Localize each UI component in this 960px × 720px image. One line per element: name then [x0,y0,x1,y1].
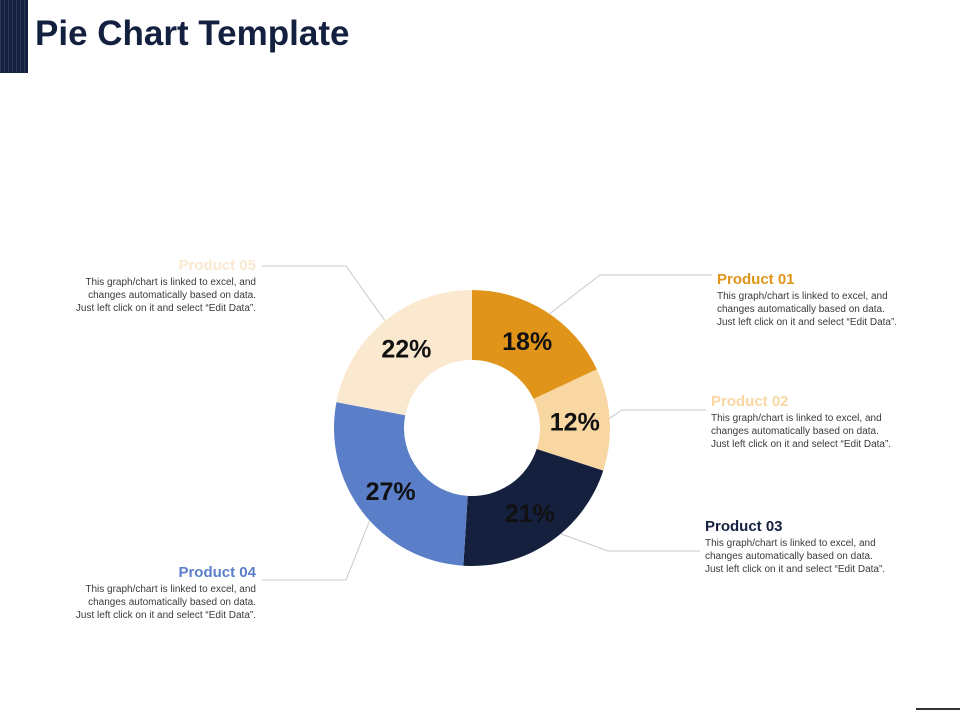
legend-product-04: Product 04 This graph/chart is linked to… [41,564,256,622]
pct-label-product-02: 12% [550,409,600,437]
page-title: Pie Chart Template [35,14,350,53]
leader-line-product-04 [262,501,378,581]
product-01-description: This graph/chart is linked to excel, and… [717,291,898,328]
pct-label-product-01: 18% [502,328,552,356]
product-05-description: This graph/chart is linked to excel, and… [75,277,256,314]
product-04-title: Product 04 [178,564,256,581]
pct-label-product-04: 27% [366,478,416,506]
donut-slices [333,290,611,566]
leader-line-product-02 [607,409,706,420]
legend-product-03: Product 03 This graph/chart is linked to… [705,518,920,576]
legend-product-05: Product 05 This graph/chart is linked to… [41,257,256,315]
slice-product-04[interactable] [333,402,468,566]
title-accent-bar [0,0,28,73]
slice-product-02[interactable] [533,369,611,471]
product-02-title: Product 02 [711,393,789,410]
product-02-description: This graph/chart is linked to excel, and… [711,413,892,450]
percentage-labels: 18% 12% 21% 27% 22% [366,328,600,528]
product-01-title: Product 01 [717,271,795,288]
slice-product-03[interactable] [463,449,604,566]
slice-product-05[interactable] [336,290,472,416]
product-05-title: Product 05 [178,257,256,274]
footer-line [916,708,960,710]
leader-line-product-03 [538,525,700,552]
leader-lines [262,265,712,581]
legend-product-01: Product 01 This graph/chart is linked to… [717,271,932,329]
pct-label-product-03: 21% [505,500,555,528]
legend-product-02: Product 02 This graph/chart is linked to… [711,393,926,451]
slice-product-01[interactable] [472,290,597,400]
product-04-description: This graph/chart is linked to excel, and… [75,584,256,621]
product-03-title: Product 03 [705,518,783,535]
pct-label-product-05: 22% [381,336,431,364]
product-03-description: This graph/chart is linked to excel, and… [705,538,886,575]
leader-line-product-05 [262,265,396,336]
leader-line-product-01 [539,274,712,323]
